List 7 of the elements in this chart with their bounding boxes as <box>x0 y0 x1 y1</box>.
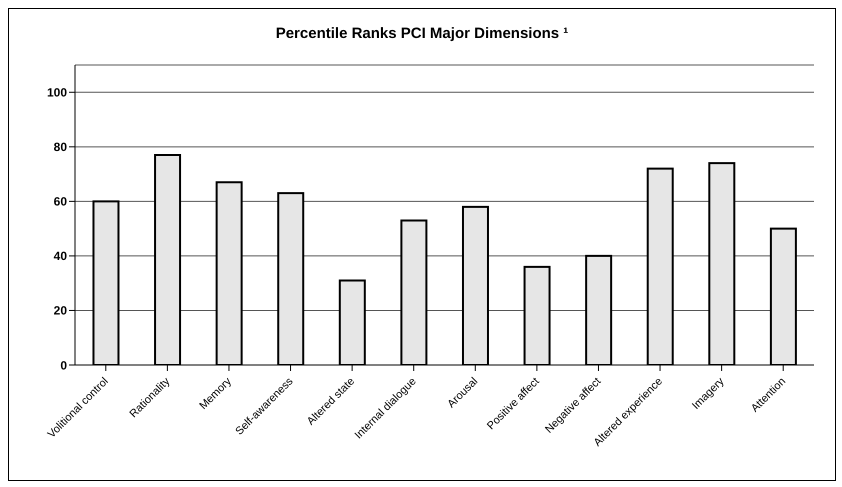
y-tick-label: 100 <box>46 86 68 100</box>
chart-title: Percentile Ranks PCI Major Dimensions ¹ <box>274 25 570 44</box>
y-tick-label: 80 <box>54 140 68 154</box>
y-tick-label: 20 <box>54 304 68 318</box>
y-tick-label: 60 <box>54 194 68 209</box>
y-tick-label: 40 <box>54 249 68 264</box>
y-tick-label: 0 <box>60 358 68 372</box>
